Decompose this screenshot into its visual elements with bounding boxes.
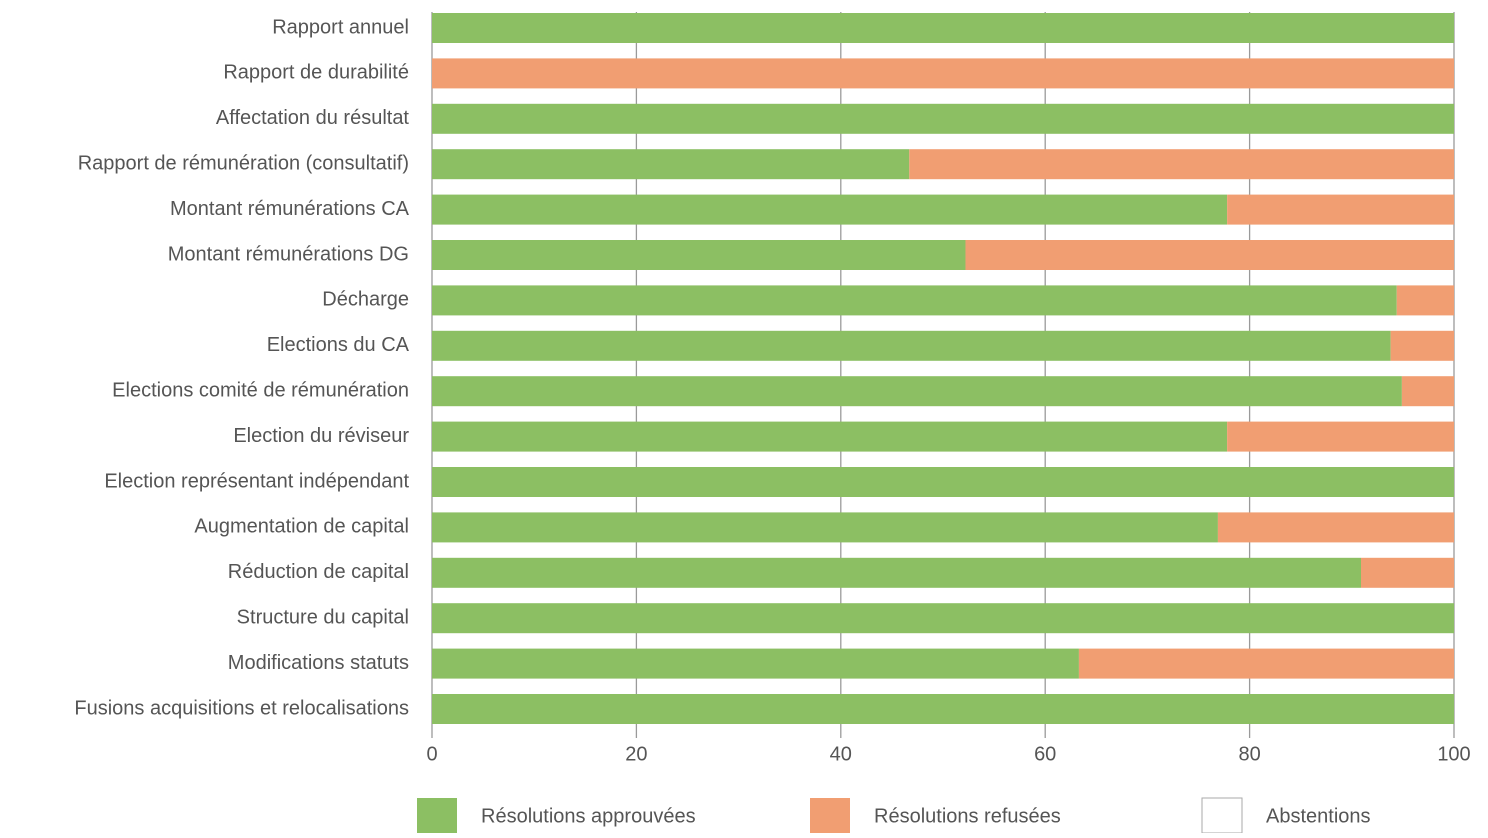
category-label: Rapport de durabilité [223,62,409,84]
bar-approved-3 [432,149,910,180]
bar-refused-9 [1227,421,1454,452]
bar-approved-15 [432,694,1454,724]
category-label: Affectation du résultat [216,107,410,129]
legend-label: Résolutions approuvées [481,805,696,827]
bar-refused-11 [1217,512,1454,543]
bar-approved-13 [432,603,1454,634]
bar-approved-2 [432,103,1454,134]
bar-approved-5 [432,240,966,270]
x-tick-labels: 0 20 40 60 80 100 [426,744,1470,766]
category-label: Montant rémunérations CA [170,198,410,220]
bar-approved-10 [432,467,1454,497]
bar-approved-11 [432,512,1218,543]
x-tick-label: 80 [1238,744,1260,766]
bar-refused-3 [909,149,1454,180]
bar-refused-1 [432,58,1454,89]
category-label: Montant rémunérations DG [168,243,409,265]
legend-swatch-refused [810,798,850,833]
category-label: Rapport annuel [272,16,409,38]
legend-label: Abstentions [1266,805,1371,827]
legend-swatch-abstentions [1201,797,1243,834]
category-label: Election du réviseur [233,425,409,447]
bar-refused-8 [1401,376,1454,407]
bar-approved-7 [432,330,1391,361]
category-label: Réduction de capital [228,561,409,583]
category-label: Election représentant indépendant [104,470,409,492]
bar-approved-6 [432,285,1397,316]
legend-label: Résolutions refusées [874,805,1061,827]
category-label: Augmentation de capital [194,516,409,538]
bar-refused-7 [1390,330,1454,361]
bar-approved-12 [432,557,1361,588]
x-tick-label: 100 [1437,744,1470,766]
x-tick-label: 60 [1034,744,1056,766]
bar-refused-5 [965,240,1454,270]
bar-approved-14 [432,648,1079,679]
bar-refused-6 [1396,285,1454,316]
x-tick-label: 40 [830,744,852,766]
legend-swatch-approved [417,798,457,833]
category-label: Structure du capital [237,606,409,628]
bar-approved-9 [432,421,1228,452]
category-label: Décharge [322,289,409,311]
x-tick-label: 20 [625,744,647,766]
category-label: Fusions acquisitions et relocalisations [74,697,409,719]
bar-refused-12 [1360,557,1454,588]
legend: Résolutions approuvées Résolutions refusé… [417,797,1371,834]
bar-approved-8 [432,376,1402,407]
bar-approved-4 [432,194,1228,225]
x-tick-label: 0 [426,744,437,766]
category-label: Rapport de rémunération (consultatif) [78,152,409,174]
category-label: Elections comité de rémunération [112,379,409,401]
category-label: Elections du CA [267,334,410,356]
bar-refused-4 [1227,194,1454,225]
category-label: Modifications statuts [228,652,409,674]
bar-refused-14 [1078,648,1454,679]
bar-approved-0 [432,13,1454,43]
category-labels: Rapport annuel Rapport de durabilité Affec… [74,16,409,719]
bars [432,13,1454,724]
